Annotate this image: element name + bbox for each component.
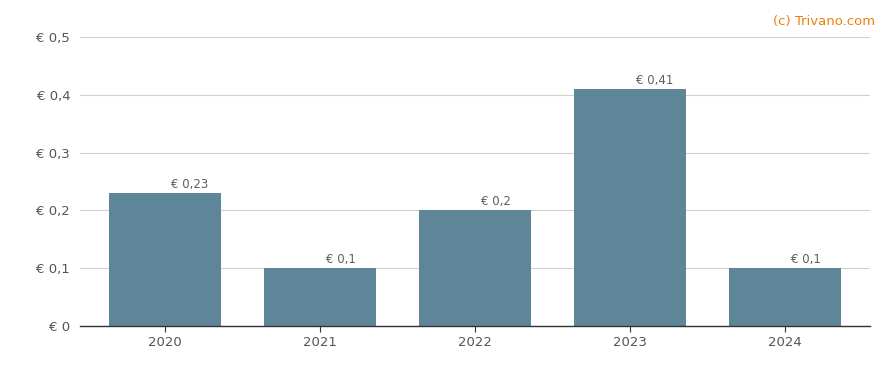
Text: (c) Trivano.com: (c) Trivano.com xyxy=(773,15,875,28)
Text: € 0,1: € 0,1 xyxy=(326,253,356,266)
Text: € 0,2: € 0,2 xyxy=(481,195,511,208)
Text: € 0,41: € 0,41 xyxy=(636,74,674,87)
Bar xyxy=(575,89,686,326)
Bar xyxy=(419,210,531,326)
Bar xyxy=(109,193,221,326)
Bar xyxy=(265,268,376,326)
Text: € 0,1: € 0,1 xyxy=(791,253,821,266)
Bar xyxy=(729,268,841,326)
Text: € 0,23: € 0,23 xyxy=(171,178,209,191)
